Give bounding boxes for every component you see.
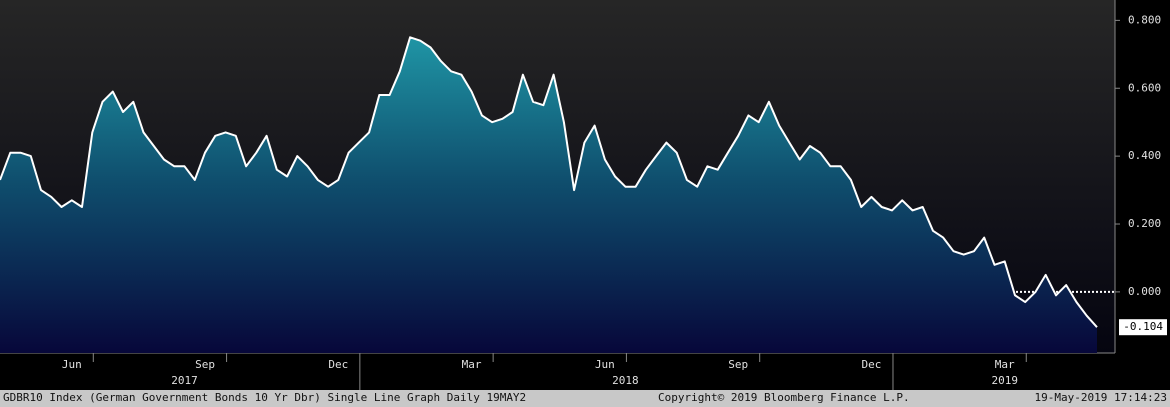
footer-left: GDBR10 Index (German Government Bonds 10… bbox=[3, 391, 526, 404]
x-tick-label: Dec bbox=[862, 358, 882, 371]
line bbox=[0, 36, 1098, 328]
x-tick-label: Mar bbox=[462, 358, 482, 371]
x-tick-label: Dec bbox=[328, 358, 348, 371]
axis-panel bbox=[1115, 0, 1170, 353]
footer-center: Copyright© 2019 Bloomberg Finance L.P. bbox=[658, 391, 910, 404]
x-tick-label: Jun bbox=[595, 358, 615, 371]
x-tick-label: Sep bbox=[728, 358, 748, 371]
x-tick-label: Mar bbox=[995, 358, 1015, 371]
footer-bar bbox=[0, 390, 1170, 407]
footer-right: 19-May-2019 17:14:23 bbox=[1035, 391, 1167, 404]
area-fill bbox=[0, 37, 1097, 354]
last-value-box bbox=[1119, 319, 1167, 336]
x-tick-label: Sep bbox=[195, 358, 215, 371]
y-tick-label: 0.600 bbox=[1128, 81, 1161, 94]
x-year-label: 2017 bbox=[171, 374, 198, 387]
x-year-label: 2018 bbox=[612, 374, 639, 387]
x-axis-panel bbox=[0, 353, 1170, 390]
x-year-label: 2019 bbox=[991, 374, 1018, 387]
y-tick-label: 0.000 bbox=[1128, 285, 1161, 298]
y-tick-label: 0.200 bbox=[1128, 217, 1161, 230]
last-value-label: -0.104 bbox=[1123, 320, 1163, 333]
y-tick-label: 0.800 bbox=[1128, 13, 1161, 26]
x-tick-label: Jun bbox=[62, 358, 82, 371]
y-tick-label: 0.400 bbox=[1128, 149, 1161, 162]
